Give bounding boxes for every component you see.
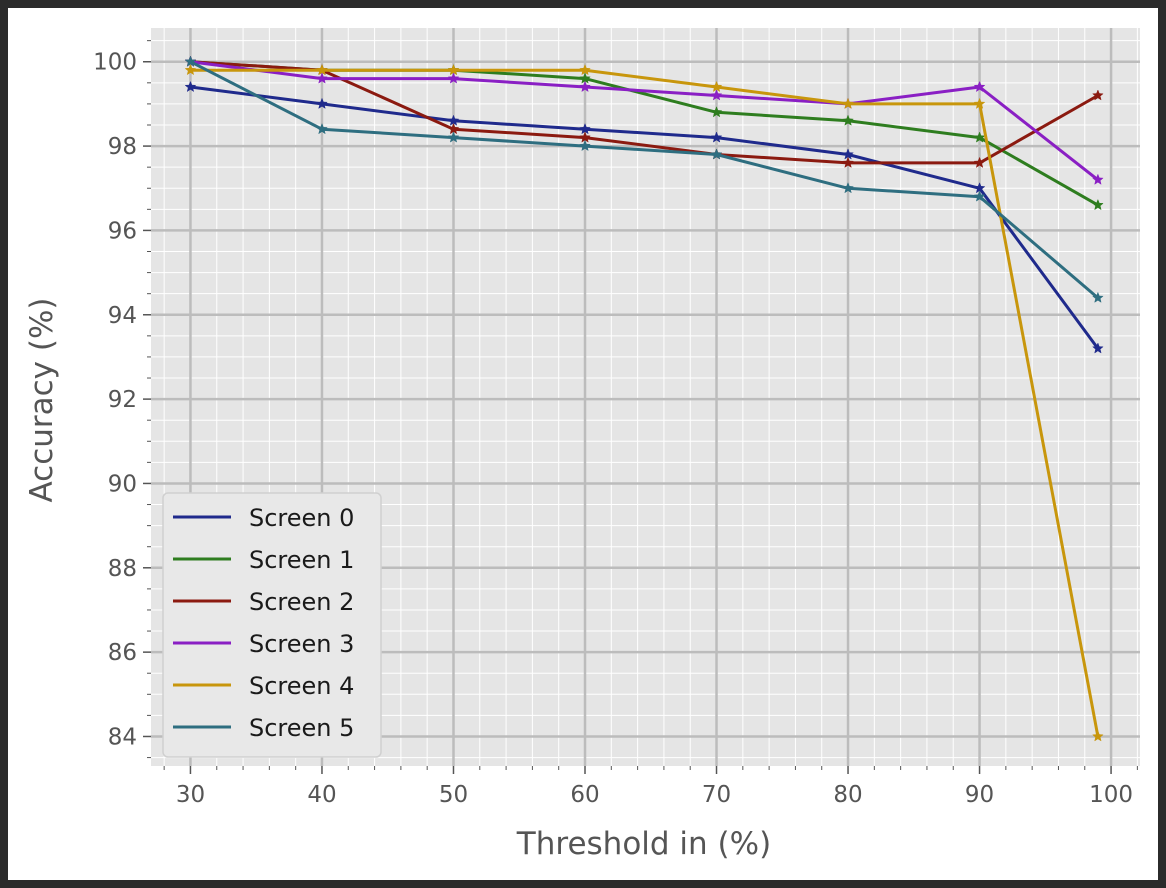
data-point-marker: [710, 89, 723, 101]
x-tick-label: 40: [307, 782, 336, 808]
data-point-marker: [316, 97, 328, 109]
series-line-5: [189, 60, 1099, 300]
data-point-marker: [1092, 198, 1104, 211]
y-tick-label: 92: [108, 387, 137, 413]
y-tick-label: 94: [108, 303, 137, 329]
data-point-marker: [579, 80, 591, 93]
series-line-4: [190, 68, 1100, 737]
data-point-marker: [184, 64, 197, 76]
data-point-marker: [316, 64, 328, 76]
series-line-0: [190, 85, 1100, 350]
figure-frame: 30 40 50 60 70 80 90 100 84 86 88 90 92 94 96 98 100 Scr…: [8, 8, 1158, 880]
data-point-marker: [973, 80, 986, 93]
data-point-marker: [973, 190, 986, 202]
data-point-marker: [842, 97, 854, 109]
x-tick-label: 80: [833, 782, 862, 808]
x-tick-label: 100: [1089, 782, 1133, 808]
legend-label-2: Screen 2: [249, 588, 354, 616]
y-tick-label: 86: [108, 640, 137, 666]
data-point-marker: [973, 131, 986, 143]
x-tick-label: 30: [176, 782, 205, 808]
y-tick-label: 100: [93, 50, 137, 76]
data-point-marker: [579, 139, 591, 152]
y-axis-label: Accuracy (%): [24, 297, 60, 502]
data-point-marker: [710, 131, 723, 143]
legend-label-3: Screen 3: [249, 630, 354, 658]
data-point-marker: [973, 156, 986, 168]
y-tick-label: 96: [108, 218, 137, 244]
data-point-marker: [1092, 342, 1104, 354]
x-tick-label: 70: [702, 782, 731, 808]
data-point-marker: [447, 131, 460, 143]
data-point-marker: [1092, 89, 1104, 101]
y-tick-label: 90: [108, 471, 137, 497]
data-point-marker: [184, 80, 197, 93]
data-point-marker: [710, 80, 723, 93]
data-point-marker: [447, 72, 460, 84]
data-point-marker: [710, 148, 723, 160]
data-point-marker: [447, 64, 460, 76]
data-point-marker: [842, 156, 854, 168]
data-point-marker: [1092, 730, 1104, 742]
data-point-marker: [316, 72, 328, 84]
y-tick-label: 98: [108, 134, 137, 160]
data-point-marker: [1092, 173, 1104, 185]
y-tick-label: 84: [108, 724, 137, 750]
x-tick-label: 50: [439, 782, 468, 808]
x-axis-label: Threshold in (%): [516, 826, 771, 862]
x-tick-label: 90: [965, 782, 994, 808]
legend-label-1: Screen 1: [249, 546, 354, 574]
data-point-marker: [710, 106, 723, 118]
x-tick-label: 60: [570, 782, 599, 808]
line-chart: 30 40 50 60 70 80 90 100 84 86 88 90 92 94 96 98 100 Scr…: [24, 28, 1140, 862]
data-point-marker: [316, 123, 328, 135]
legend-label-0: Screen 0: [249, 504, 354, 532]
y-tick-label: 88: [108, 556, 137, 582]
data-point-marker: [842, 182, 854, 194]
legend-label-5: Screen 5: [249, 714, 354, 742]
data-point-marker: [184, 55, 197, 67]
series-line-3: [190, 60, 1099, 181]
data-point-marker: [973, 97, 986, 109]
data-point-marker: [842, 114, 854, 126]
data-point-marker: [1092, 291, 1104, 303]
data-point-marker: [579, 64, 591, 76]
legend-label-4: Screen 4: [249, 672, 354, 700]
